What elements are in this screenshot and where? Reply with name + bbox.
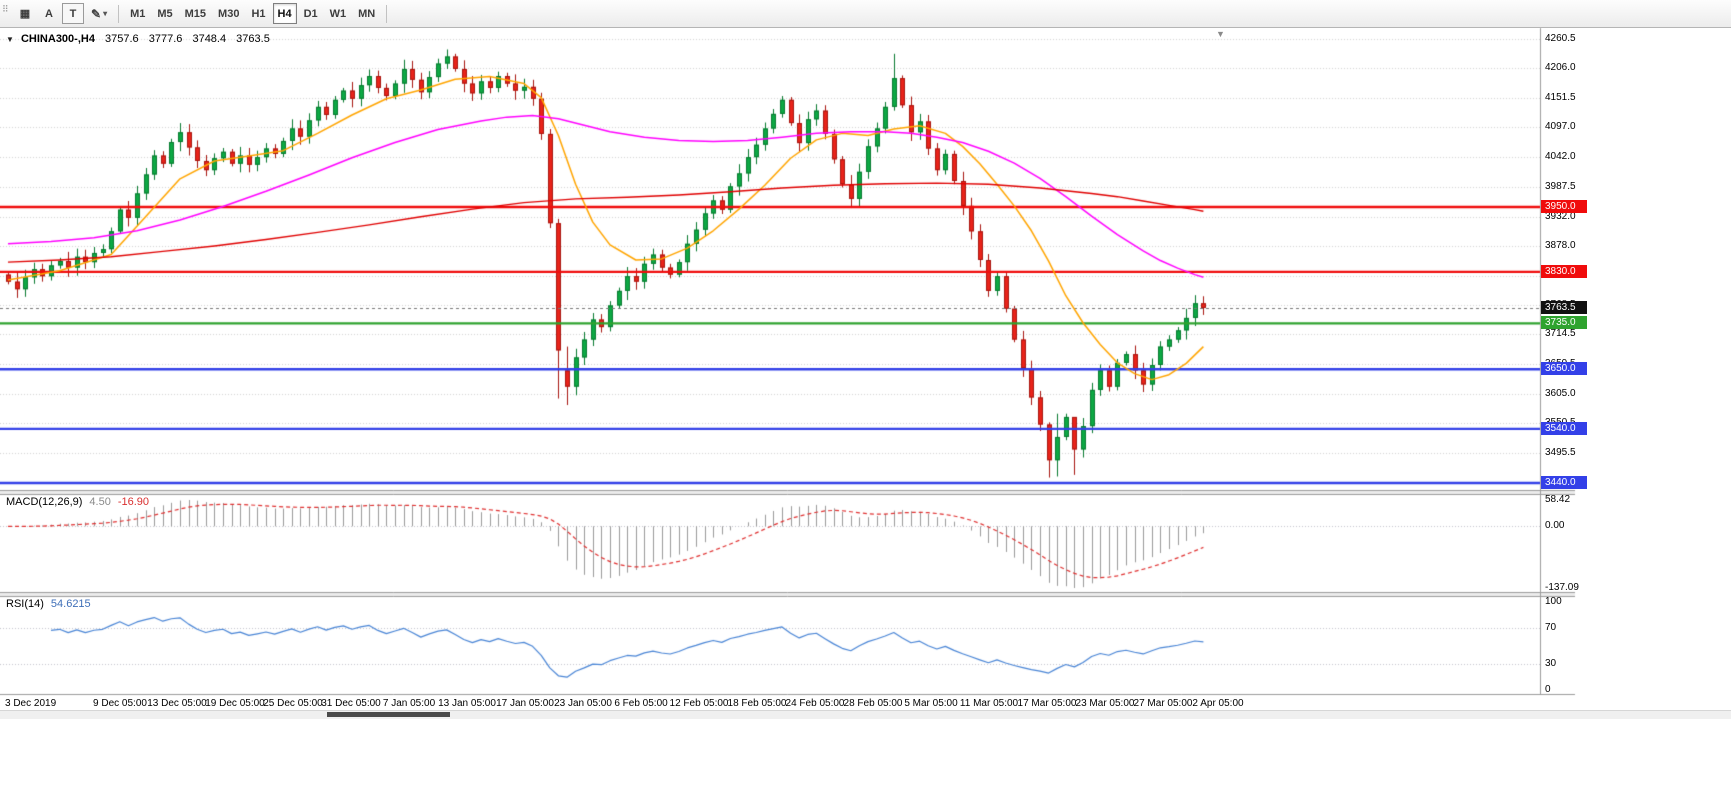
rsi-label: RSI(14) bbox=[6, 598, 44, 610]
text-tool-button[interactable]: T bbox=[62, 3, 84, 24]
rsi-panel-header: RSI(14) 54.6215 bbox=[6, 598, 91, 610]
macd-panel-header: MACD(12,26,9) 4.50 -16.90 bbox=[6, 496, 149, 508]
timeframe-buttons: M1 M5 M15 M30 H1 H4 D1 W1 MN bbox=[124, 3, 381, 24]
chevron-down-icon: ▾ bbox=[103, 9, 108, 18]
pencil-icon: ✎ bbox=[91, 6, 102, 21]
toolbar-grip-handle[interactable]: ⠿ bbox=[2, 4, 9, 14]
ohlc-close: 3763.5 bbox=[236, 33, 270, 45]
timeframe-button-h1[interactable]: H1 bbox=[246, 3, 270, 24]
scrollbar-thumb[interactable] bbox=[327, 712, 450, 717]
collapse-icon[interactable]: ▼ bbox=[6, 35, 14, 44]
timeframe-button-d1[interactable]: D1 bbox=[299, 3, 323, 24]
symbol-period-label: CHINA300-,H4 bbox=[20, 33, 95, 45]
ohlc-open: 3757.6 bbox=[105, 33, 139, 45]
timeframe-button-m30[interactable]: M30 bbox=[213, 3, 244, 24]
horizontal-scrollbar[interactable] bbox=[0, 710, 1731, 719]
toolbar-separator bbox=[118, 4, 120, 23]
timeframe-button-m5[interactable]: M5 bbox=[152, 3, 177, 24]
chart-title: ▼ CHINA300-,H4 3757.6 3777.6 3748.4 3763… bbox=[6, 33, 270, 45]
timeframe-button-h4[interactable]: H4 bbox=[272, 3, 297, 24]
timeframe-button-m1[interactable]: M1 bbox=[125, 3, 150, 24]
macd-label: MACD(12,26,9) bbox=[6, 496, 83, 508]
charts-grid-icon[interactable]: ▦ bbox=[14, 3, 36, 24]
macd-main-value: 4.50 bbox=[89, 496, 111, 508]
rsi-value: 54.6215 bbox=[50, 598, 91, 610]
timeframe-button-w1[interactable]: W1 bbox=[325, 3, 352, 24]
ohlc-low: 3748.4 bbox=[192, 33, 227, 45]
timeframe-button-mn[interactable]: MN bbox=[353, 3, 380, 24]
toolbar: ⠿ ▦ A T ✎ ▾ M1 M5 M15 M30 H1 H4 D1 W1 MN bbox=[0, 0, 1731, 28]
draw-tool-button[interactable]: ✎ ▾ bbox=[86, 3, 112, 24]
arrow-tool-button[interactable]: A bbox=[38, 3, 60, 24]
ohlc-high: 3777.6 bbox=[148, 33, 183, 45]
toolbar-separator bbox=[386, 4, 388, 23]
macd-signal-value: -16.90 bbox=[117, 496, 150, 508]
timeframe-button-m15[interactable]: M15 bbox=[180, 3, 211, 24]
